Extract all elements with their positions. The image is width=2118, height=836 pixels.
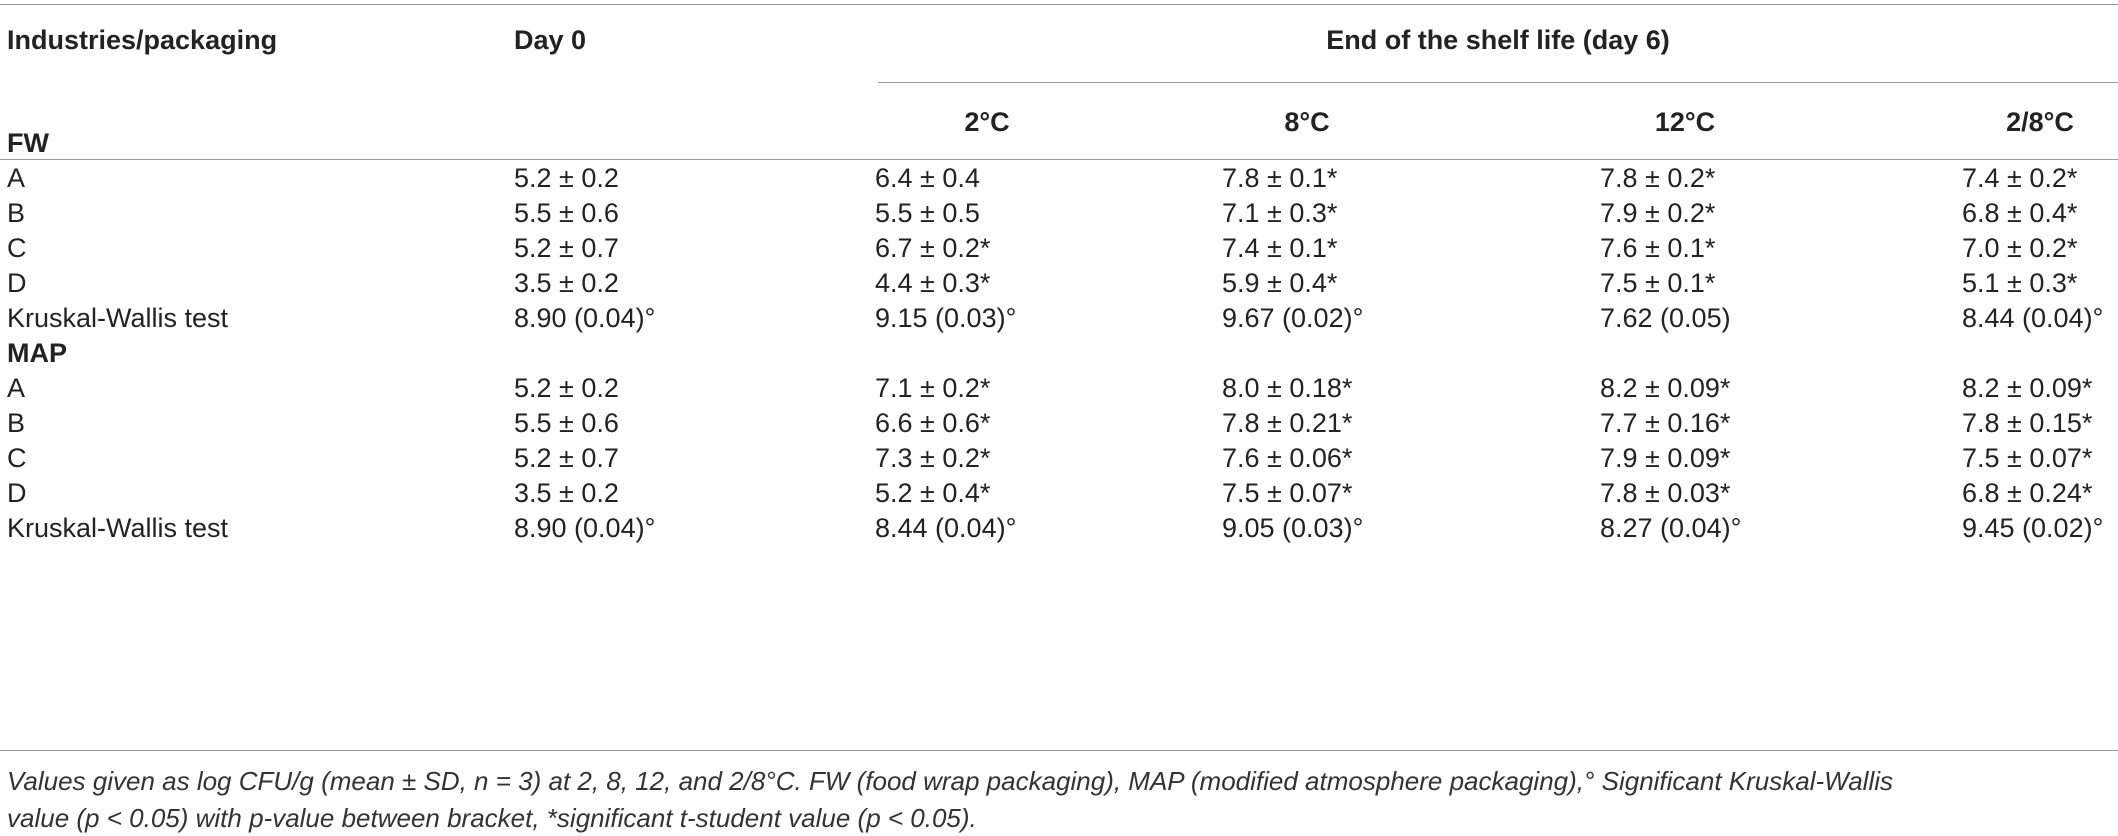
cell-2-8c: 7.8 ± 0.15* [1962,408,2093,438]
cell-8c: 9.05 (0.03)° [1222,513,1364,543]
row-label: B [7,408,26,438]
cell-day0: 5.5 ± 0.6 [514,198,619,228]
cell-day0: 5.5 ± 0.6 [514,408,619,438]
header-end-of-shelf-life: End of the shelf life (day 6) [1326,25,1670,55]
cell-2-8c: 6.8 ± 0.24* [1962,478,2093,508]
row-label: Kruskal-Wallis test [7,303,229,333]
section-heading-map: MAP [7,338,67,368]
cell-12c: 7.5 ± 0.1* [1600,268,1716,298]
cell-8c: 7.4 ± 0.1* [1222,233,1338,263]
cell-2c: 7.3 ± 0.2* [875,443,991,473]
cell-12c: 7.9 ± 0.09* [1600,443,1731,473]
cell-8c: 9.67 (0.02)° [1222,303,1364,333]
row-label: B [7,198,26,228]
row-label: C [7,233,27,263]
cell-12c: 8.2 ± 0.09* [1600,373,1731,403]
row-label: Kruskal-Wallis test [7,513,229,543]
header-temp-2c: 2°C [964,107,1010,137]
cell-2-8c: 8.44 (0.04)° [1962,303,2104,333]
row-label: A [7,163,26,193]
section-heading-fw: FW [7,128,49,158]
cell-2c: 5.2 ± 0.4* [875,478,991,508]
table-top-rule [0,4,2118,5]
cell-day0: 3.5 ± 0.2 [514,478,619,508]
cell-2c: 6.7 ± 0.2* [875,233,991,263]
cell-day0: 5.2 ± 0.2 [514,373,619,403]
table-footnote-line-1: Values given as log CFU/g (mean ± SD, n … [7,766,1894,796]
cell-8c: 7.8 ± 0.1* [1222,163,1338,193]
header-temp-12c: 12°C [1654,107,1716,137]
cell-12c: 7.9 ± 0.2* [1600,198,1716,228]
cell-8c: 7.5 ± 0.07* [1222,478,1353,508]
cell-2c: 9.15 (0.03)° [875,303,1017,333]
cell-8c: 7.8 ± 0.21* [1222,408,1353,438]
cell-day0: 8.90 (0.04)° [514,303,656,333]
cell-2-8c: 7.5 ± 0.07* [1962,443,2093,473]
cell-2-8c: 7.4 ± 0.2* [1962,163,2078,193]
cell-12c: 7.8 ± 0.03* [1600,478,1731,508]
cell-day0: 8.90 (0.04)° [514,513,656,543]
cell-8c: 7.6 ± 0.06* [1222,443,1353,473]
cell-12c: 7.7 ± 0.16* [1600,408,1731,438]
header-bottom-rule [0,159,2118,160]
cell-12c: 7.6 ± 0.1* [1600,233,1716,263]
cell-2-8c: 7.0 ± 0.2* [1962,233,2078,263]
cell-2c: 6.6 ± 0.6* [875,408,991,438]
cell-day0: 5.2 ± 0.7 [514,443,619,473]
cell-2-8c: 8.2 ± 0.09* [1962,373,2093,403]
row-label: A [7,373,26,403]
cell-2-8c: 9.45 (0.02)° [1962,513,2104,543]
row-label: D [7,268,27,298]
cell-day0: 3.5 ± 0.2 [514,268,619,298]
header-temp-2-8c: 2/8°C [2006,107,2074,137]
cell-day0: 5.2 ± 0.2 [514,163,619,193]
cell-2-8c: 5.1 ± 0.3* [1962,268,2078,298]
cell-8c: 7.1 ± 0.3* [1222,198,1338,228]
cell-2-8c: 6.8 ± 0.4* [1962,198,2078,228]
cell-8c: 8.0 ± 0.18* [1222,373,1353,403]
header-span-rule [878,82,2118,83]
cell-12c: 7.8 ± 0.2* [1600,163,1716,193]
row-label: D [7,478,27,508]
cell-12c: 7.62 (0.05) [1600,303,1731,333]
cell-2c: 8.44 (0.04)° [875,513,1017,543]
table-bottom-rule [0,750,2118,751]
cell-2c: 4.4 ± 0.3* [875,268,991,298]
row-label: C [7,443,27,473]
table-footnote-line-2: value (p < 0.05) with p-value between br… [7,803,977,833]
cell-8c: 5.9 ± 0.4* [1222,268,1338,298]
cell-2c: 7.1 ± 0.2* [875,373,991,403]
header-temp-8c: 8°C [1284,107,1330,137]
header-industries-packaging: Industries/packaging [7,25,278,55]
cell-2c: 5.5 ± 0.5 [875,198,980,228]
cell-12c: 8.27 (0.04)° [1600,513,1742,543]
header-day0: Day 0 [514,25,587,55]
cell-day0: 5.2 ± 0.7 [514,233,619,263]
cell-2c: 6.4 ± 0.4 [875,163,980,193]
